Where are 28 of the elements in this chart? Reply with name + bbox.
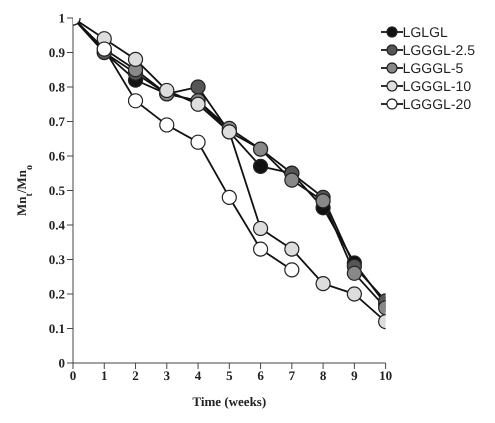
- y-tick-label: 0: [58, 356, 65, 371]
- y-tick-label: 0.8: [48, 80, 66, 95]
- y-tick-label: 0.7: [48, 114, 66, 130]
- legend-label: LGLGL: [402, 23, 448, 41]
- y-tick-label: 1: [58, 10, 65, 26]
- x-tick-label: 2: [132, 368, 139, 384]
- x-tick-label: 3: [164, 368, 171, 384]
- x-tick-label: 10: [379, 368, 392, 384]
- x-tick-label: 6: [257, 368, 264, 384]
- x-tick-label: 0: [70, 368, 76, 384]
- x-tick-label: 8: [320, 368, 327, 384]
- x-tick-label: 9: [351, 368, 358, 384]
- legend-label: LGGGL-2.5: [402, 41, 475, 59]
- y-tick-label: 0.6: [48, 148, 66, 164]
- y-tick-label: 0.4: [48, 218, 66, 233]
- x-tick-label: 5: [226, 368, 234, 384]
- y-tick-label: 0.5: [48, 183, 66, 198]
- y-tick-label: 0.2: [48, 286, 65, 302]
- legend-label: LGGGL-10: [402, 77, 472, 95]
- x-tick-label: 4: [194, 368, 202, 384]
- y-tick-label: 0.9: [48, 45, 66, 60]
- y-tick-label: 0.3: [48, 252, 66, 268]
- x-tick-label: 7: [288, 368, 296, 384]
- legend-label: LGGGL-20: [402, 95, 472, 113]
- x-tick-label: 1: [101, 368, 108, 384]
- x-axis-title: Time (weeks): [192, 394, 266, 409]
- y-tick-label: 0.1: [48, 321, 65, 336]
- legend-label: LGGGL-5: [402, 59, 464, 77]
